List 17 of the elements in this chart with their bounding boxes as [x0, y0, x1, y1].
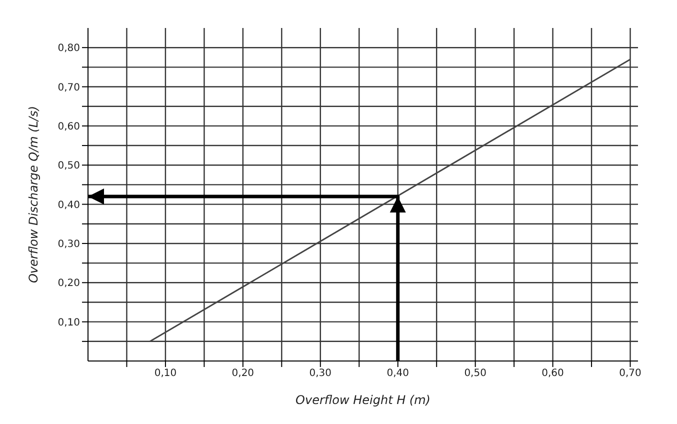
x-tick-label: 0,70 [619, 368, 642, 380]
y-axis-title: Overflow Discharge Q/m (L/s) [26, 106, 40, 284]
x-tick-label: 0,10 [154, 368, 177, 380]
y-tick-label: 0,30 [58, 239, 80, 250]
x-tick-label: 0,20 [232, 368, 254, 380]
x-tick-label: 0,30 [309, 368, 332, 380]
x-axis-title: Overflow Height H (m) [296, 393, 430, 407]
x-tick-label: 0,40 [386, 368, 409, 380]
y-tick-label: 0,60 [58, 121, 80, 132]
y-tick-label: 0,10 [58, 317, 80, 328]
y-tick-label: 0,70 [58, 82, 80, 94]
y-tick-label: 0,80 [58, 43, 80, 54]
y-tick-label: 0,40 [58, 200, 80, 211]
y-tick-label: 0,20 [58, 278, 80, 290]
y-tick-label: 0,50 [58, 160, 80, 172]
x-tick-label: 0,50 [464, 368, 486, 380]
x-tick-label: 0,60 [542, 368, 564, 380]
